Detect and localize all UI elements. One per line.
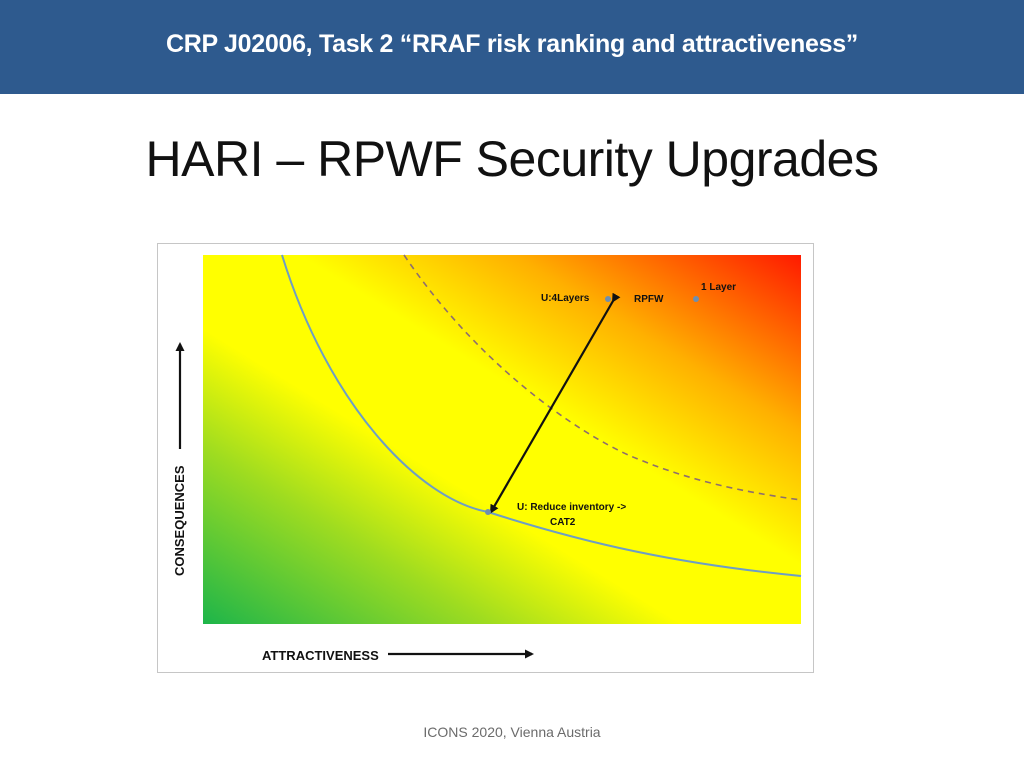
- point-reduce-inventory: [485, 509, 491, 515]
- risk-gradient-area: [203, 255, 801, 624]
- label-reduce-inventory: U: Reduce inventory ->: [517, 502, 626, 513]
- label-rpfw: RPFW: [634, 294, 664, 305]
- point-u4layers: [605, 296, 611, 302]
- risk-attractiveness-figure: U:4Layers RPFW 1 Layer U: Reduce invento…: [157, 243, 814, 673]
- label-cat2: CAT2: [550, 517, 576, 528]
- risk-matrix-svg: U:4Layers RPFW 1 Layer U: Reduce invento…: [172, 254, 802, 663]
- point-one-layer: [693, 296, 699, 302]
- x-axis-label: ATTRACTIVENESS: [262, 648, 379, 663]
- dashed-threshold-curve: [403, 254, 802, 501]
- header-bar: [0, 0, 1024, 94]
- upgrade-arrow: [489, 292, 621, 514]
- label-u4layers: U:4Layers: [541, 293, 590, 304]
- label-one-layer: 1 Layer: [701, 282, 736, 293]
- y-axis-label: CONSEQUENCES: [172, 465, 187, 576]
- header-title: CRP J02006, Task 2 “RRAF risk ranking an…: [165, 30, 858, 58]
- slide-title: HARI – RPWF Security Upgrades: [145, 131, 879, 187]
- footer-text: ICONS 2020, Vienna Austria: [423, 724, 601, 740]
